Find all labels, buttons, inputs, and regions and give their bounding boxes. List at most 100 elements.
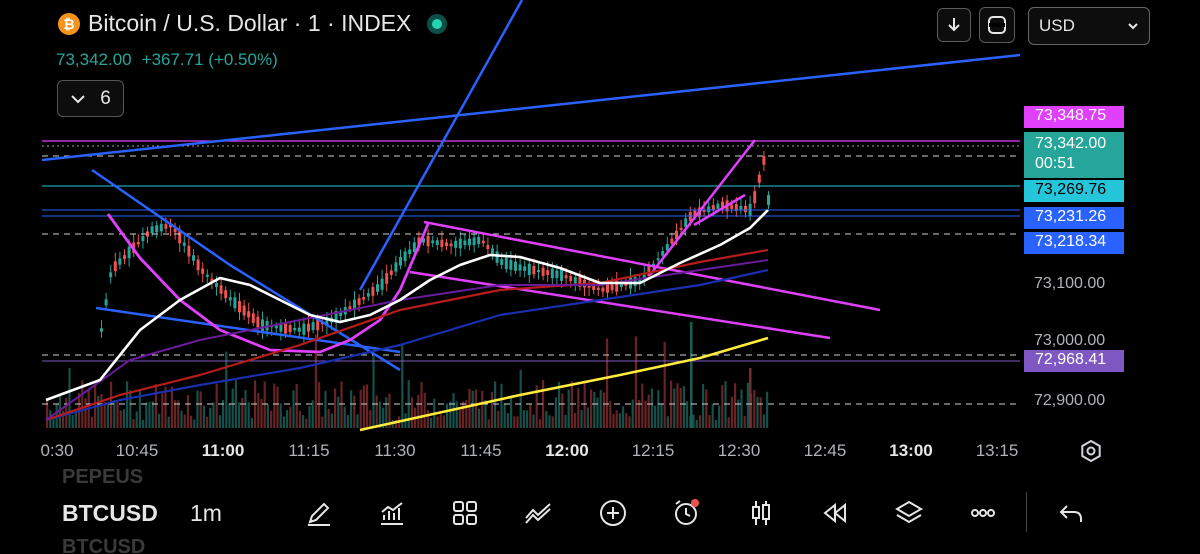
draw-button[interactable] (302, 496, 336, 530)
undo-icon (1059, 505, 1082, 522)
replay-button[interactable] (818, 496, 852, 530)
candle-body (316, 318, 320, 331)
candle-body (215, 283, 218, 287)
drawings-icon (525, 503, 551, 524)
volume-bar (161, 393, 164, 428)
volume-bar (478, 408, 481, 428)
candle-body (688, 212, 692, 222)
volume-bar (490, 391, 493, 428)
layers-button[interactable] (892, 496, 926, 530)
candle-body (679, 227, 683, 230)
volume-bar (692, 414, 695, 428)
candle-body (435, 240, 439, 246)
volume-bar (522, 410, 525, 428)
candle-body (569, 275, 573, 281)
volume-bar (535, 385, 538, 428)
volume-bar (401, 343, 404, 428)
drawings-button[interactable] (521, 496, 555, 530)
volume-bar (746, 382, 749, 428)
candle-body (233, 297, 237, 309)
volume-bar (324, 391, 327, 428)
candle-body (408, 249, 412, 255)
volume-bars (46, 322, 769, 428)
candle-body (182, 242, 186, 246)
candle-body (205, 274, 209, 277)
volume-bar (330, 413, 333, 428)
chevron-down-icon (71, 94, 85, 103)
volume-bar (164, 386, 167, 428)
volume-bar (673, 388, 676, 428)
add-button[interactable] (596, 496, 630, 530)
volume-bar (202, 405, 205, 428)
volume-bar (196, 390, 199, 428)
volume-bar (500, 383, 503, 428)
volume-bar (430, 417, 433, 428)
candle-body (762, 156, 766, 165)
chart-type-button[interactable] (744, 496, 778, 530)
indicators-button[interactable] (375, 496, 409, 530)
volume-bar (506, 413, 509, 428)
candle-body (339, 311, 343, 316)
volume-bar (266, 404, 269, 428)
time-axis-tick: 13:00 (889, 441, 933, 460)
download-button[interactable] (937, 8, 971, 42)
volume-bar (494, 381, 497, 428)
price-label-last: 73,342.00 00:51 (1024, 132, 1124, 178)
candle-body (297, 327, 301, 332)
symbol-selector[interactable]: BTCUSD (62, 500, 158, 526)
candle-body (440, 239, 444, 248)
currency-value: USD (1039, 16, 1075, 35)
volume-bar (740, 389, 743, 428)
volume-bar (596, 397, 599, 428)
candle-body (670, 238, 674, 244)
channel-line-magenta (649, 139, 756, 276)
price-chart[interactable] (0, 0, 1200, 470)
cup-curve-magenta (106, 213, 430, 354)
volume-bar (705, 389, 708, 428)
candle-body (389, 270, 393, 275)
volume-bar (644, 400, 647, 428)
candle-body (509, 259, 513, 270)
candle-body (578, 277, 582, 287)
more-button[interactable] (966, 496, 1000, 530)
channel-line-blue (91, 168, 401, 372)
candle-body (449, 243, 453, 247)
indicators-count: 6 (100, 87, 111, 109)
volume-bar (292, 390, 295, 428)
symbol-title[interactable]: Bitcoin / U.S. Dollar · 1 · INDEX (88, 10, 412, 36)
indicators-toggle[interactable]: 6 (57, 80, 124, 117)
candle-body (307, 323, 310, 332)
interval-selector[interactable]: 1m (190, 500, 222, 526)
volume-bar (455, 401, 458, 428)
candle-body (532, 265, 536, 275)
price-label-text: 73,342.00 (1035, 135, 1107, 152)
volume-bar (382, 407, 385, 428)
undo-button[interactable] (1054, 496, 1088, 530)
prev-symbol-ghost: PEPEUS (62, 466, 144, 488)
currency-select[interactable]: USD (1028, 7, 1150, 45)
settings-icon[interactable] (1080, 440, 1102, 462)
volume-bar (526, 410, 529, 428)
volume-bar (71, 415, 74, 428)
volume-bar (311, 400, 314, 428)
volume-bar (177, 400, 180, 428)
volume-bar (762, 414, 765, 428)
time-axis-tick: 12:00 (545, 441, 589, 460)
candle-body (196, 259, 200, 271)
volume-bar (52, 416, 55, 428)
candle-body (123, 255, 126, 259)
market-status-icon[interactable] (427, 13, 448, 34)
alert-button[interactable] (669, 496, 703, 530)
toolbar-divider (1026, 492, 1027, 532)
layout-button[interactable] (448, 496, 482, 530)
volume-bar (410, 397, 413, 428)
volume-bar (558, 382, 561, 428)
volume-bar (142, 419, 145, 428)
volume-bar (170, 386, 173, 428)
candle-body (353, 299, 356, 310)
candle-body (468, 238, 471, 246)
crosshair-button[interactable] (979, 7, 1015, 43)
volume-bar (231, 388, 234, 428)
time-axis-tick: 11:00 (201, 441, 245, 460)
countdown-text: 00:51 (1035, 155, 1076, 172)
